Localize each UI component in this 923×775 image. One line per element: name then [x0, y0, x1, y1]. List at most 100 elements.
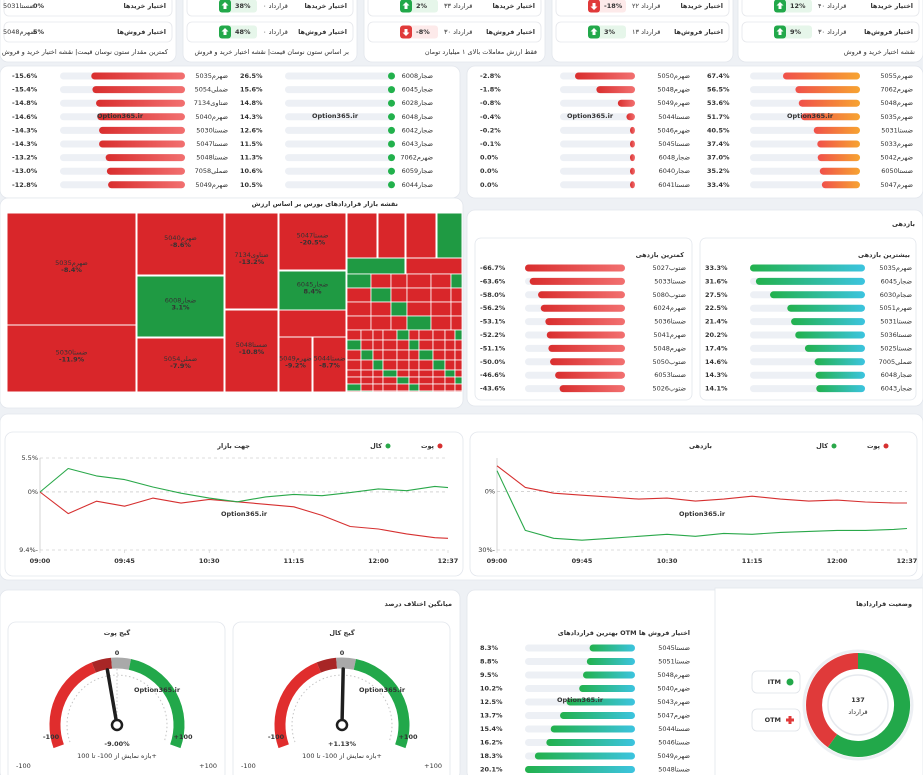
bar — [106, 167, 185, 175]
symbol: ضستا5047 — [196, 140, 228, 148]
cell-change: -13.2% — [239, 258, 265, 266]
treemap-cell — [454, 339, 463, 351]
bar-dot — [388, 99, 395, 107]
treemap-cell — [346, 339, 362, 351]
treemap-cell — [136, 212, 225, 276]
treemap-cell — [346, 329, 362, 341]
symbol: ضتاوی7134 — [194, 99, 229, 107]
cell-name: ضهرم5049 — [279, 355, 312, 363]
otm-panel — [466, 589, 724, 775]
treemap-cell — [430, 287, 452, 303]
treemap-cell — [418, 383, 434, 392]
treemap-cell — [454, 383, 463, 392]
symbol: ضستا5048 — [196, 154, 228, 162]
value-label: -63.6% — [480, 277, 506, 285]
bar — [630, 167, 635, 175]
treemap-cell — [396, 376, 410, 385]
treemap-cell — [372, 349, 384, 361]
symbol: ضملی7058 — [195, 167, 229, 175]
change: 48% — [235, 28, 251, 36]
value-label: 51.7% — [707, 113, 730, 121]
treemap-cell — [418, 376, 434, 385]
bar — [97, 113, 185, 121]
gauge-value: +1.13% — [328, 740, 356, 748]
cell-change: -7.9% — [170, 362, 191, 370]
symbol: ضستا5025 — [880, 344, 912, 352]
symbol: ضجار6048 — [881, 371, 913, 379]
treemap-cell — [390, 287, 408, 303]
treemap-cell — [136, 275, 225, 338]
treemap-cell — [408, 376, 420, 385]
value-label: 37.0% — [707, 154, 730, 162]
legend-label: پوت — [421, 442, 434, 450]
symbol: ضستا5044 — [658, 113, 690, 121]
panel-title: وضعیت قراردادها — [856, 600, 912, 608]
card-footer: کمترین مقدار ستون نوسان قیمت| نقشه اختیا… — [2, 48, 169, 56]
gauge-arc — [91, 657, 113, 673]
gauge-hub — [110, 718, 124, 732]
gauge-hub — [335, 718, 349, 732]
legend-label: OTM — [765, 716, 781, 724]
symbol: ضستا5045 — [658, 140, 690, 148]
treemap-cell — [224, 309, 279, 393]
treemap-cell — [408, 339, 420, 351]
card-footer: نقشه اختیار خرید و فروش — [844, 48, 915, 56]
value-label: 14.8% — [240, 99, 263, 107]
panel-title: میانگین اختلاف درصد — [384, 600, 452, 608]
bar-track — [285, 181, 395, 189]
treemap-cell — [382, 376, 398, 385]
symbol: ضهرم5033 — [880, 140, 913, 148]
treemap-cell — [346, 301, 372, 317]
gauge-max: +100 — [173, 733, 192, 741]
bar-track — [560, 154, 635, 162]
symbol: ضتوب5027 — [652, 264, 686, 272]
bar — [815, 371, 865, 379]
label: اختیار خریدها — [870, 2, 913, 10]
gauge-card — [7, 621, 226, 775]
change: 38% — [235, 2, 251, 10]
legend-dot — [883, 443, 889, 449]
value-label: 15.4% — [480, 725, 503, 733]
label: اختیار فروش‌ها — [298, 28, 347, 36]
bar — [817, 140, 860, 148]
contract-count: ۳۰ قرارداد — [444, 28, 472, 36]
symbol: ضجار6040 — [659, 167, 691, 175]
bar — [555, 371, 625, 379]
treemap-cell — [418, 339, 434, 351]
y-tick-label: 30%- — [478, 546, 495, 554]
watermark: Option365.ir — [567, 112, 614, 120]
bar — [525, 264, 625, 272]
gauge-note: بازه نمایش از 100- تا 100+ — [302, 752, 382, 760]
treemap-cell — [444, 329, 456, 341]
label: اختیار فروش‌ها — [486, 28, 535, 36]
symbol: ضجار6042 — [402, 126, 434, 134]
value-label: -12.8% — [12, 181, 38, 189]
treemap-cell — [396, 369, 410, 378]
watermark: Option365.ir — [679, 510, 726, 518]
legend-box — [751, 670, 801, 694]
donut-total-label: قرارداد — [848, 708, 867, 716]
bar-track — [560, 167, 635, 175]
value-label: 9.5% — [480, 671, 499, 679]
symbol: ضتوب5026 — [652, 385, 686, 393]
value-label: -43.6% — [480, 385, 506, 393]
label: اختیار فروش‌ها — [117, 28, 166, 36]
symbol: ضهرم5040 — [657, 685, 690, 693]
x-tick-label: 09:00 — [487, 557, 508, 565]
bar-dot — [388, 72, 395, 80]
symbol: ضهرم5049 — [657, 99, 690, 107]
treemap-cell — [408, 390, 420, 393]
value-label: 27.5% — [705, 291, 728, 299]
value-label: 14.3% — [705, 371, 728, 379]
bar — [813, 126, 860, 134]
value-label: 11.3% — [240, 154, 263, 162]
value-label: -13.0% — [12, 167, 38, 175]
symbol: ضستا6050 — [881, 167, 913, 175]
value-label: 40.5% — [707, 126, 730, 134]
treemap-cell — [432, 390, 446, 393]
bar — [550, 725, 635, 733]
symbol: ضهرم5043 — [657, 698, 690, 706]
treemap-cell — [418, 349, 434, 361]
treemap-cell — [432, 349, 446, 361]
bar — [821, 181, 860, 189]
